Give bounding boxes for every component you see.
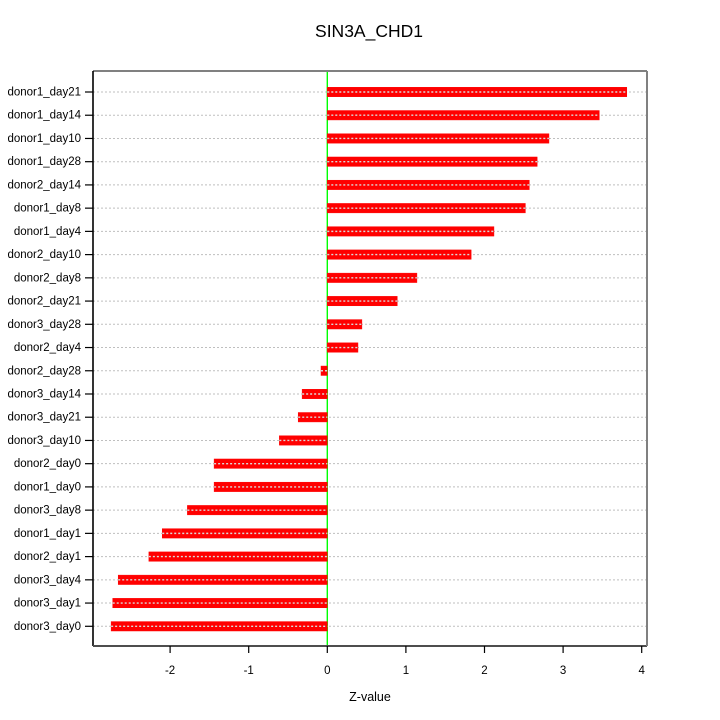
svg-text:donor3_day28: donor3_day28: [7, 319, 81, 331]
svg-text:donor2_day14: donor2_day14: [7, 179, 81, 191]
svg-text:donor3_day10: donor3_day10: [7, 435, 81, 447]
svg-text:donor3_day4: donor3_day4: [14, 574, 82, 586]
svg-text:Z-value: Z-value: [349, 690, 391, 704]
svg-text:donor2_day4: donor2_day4: [14, 342, 82, 354]
svg-text:1: 1: [403, 665, 409, 677]
svg-text:-1: -1: [244, 665, 254, 677]
svg-text:donor3_day8: donor3_day8: [14, 505, 81, 517]
svg-text:2: 2: [481, 665, 487, 677]
svg-text:donor3_day1: donor3_day1: [14, 598, 81, 610]
svg-text:donor3_day0: donor3_day0: [14, 621, 81, 633]
svg-text:donor2_day21: donor2_day21: [7, 296, 81, 308]
svg-text:donor1_day4: donor1_day4: [14, 226, 82, 238]
svg-text:-2: -2: [165, 665, 175, 677]
svg-text:donor2_day28: donor2_day28: [7, 365, 81, 377]
svg-text:donor1_day10: donor1_day10: [7, 133, 81, 145]
svg-text:4: 4: [638, 665, 645, 677]
svg-text:donor2_day8: donor2_day8: [14, 272, 81, 284]
svg-text:donor1_day14: donor1_day14: [7, 110, 81, 122]
svg-text:3: 3: [560, 665, 566, 677]
svg-text:donor2_day0: donor2_day0: [14, 458, 81, 470]
svg-text:donor3_day14: donor3_day14: [7, 388, 81, 400]
svg-text:donor2_day10: donor2_day10: [7, 249, 81, 261]
svg-text:donor1_day0: donor1_day0: [14, 481, 81, 493]
svg-text:0: 0: [324, 665, 330, 677]
svg-text:donor1_day8: donor1_day8: [14, 203, 81, 215]
svg-text:donor3_day21: donor3_day21: [7, 412, 81, 424]
svg-text:donor1_day1: donor1_day1: [14, 528, 81, 540]
svg-text:donor2_day1: donor2_day1: [14, 551, 81, 563]
svg-text:donor1_day21: donor1_day21: [7, 87, 81, 99]
svg-text:SIN3A_CHD1: SIN3A_CHD1: [315, 21, 423, 42]
svg-text:donor1_day28: donor1_day28: [7, 156, 81, 168]
